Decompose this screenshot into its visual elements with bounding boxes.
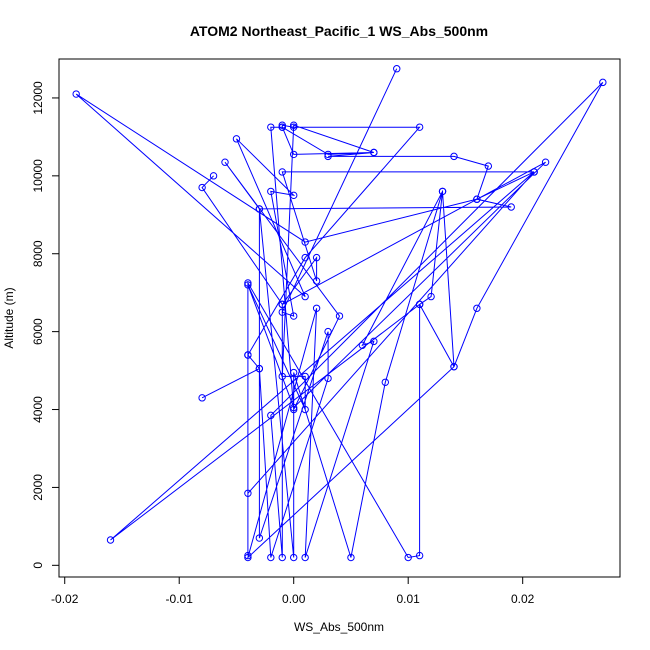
data-point [541,158,550,166]
y-tick-label: 4000 [31,396,45,423]
x-axis: -0.02 -0.01 0.00 0.01 0.02 [51,577,535,606]
data-point [198,183,206,192]
data-point [278,121,286,129]
data-point [301,405,309,414]
data-point [106,536,115,544]
series-layer [72,65,607,562]
data-point [255,534,264,542]
data-point [244,281,252,289]
data-point [301,292,309,301]
data-point [358,341,367,349]
data-point [415,300,424,309]
data-point [301,372,309,381]
data-point [244,351,252,359]
y-axis-label: Altitude (m) [2,287,16,348]
y-tick-label: 2000 [31,474,45,501]
data-point [244,279,252,287]
data-point [267,123,275,131]
data-point [290,368,298,377]
data-point [312,304,321,312]
data-point [290,121,298,129]
data-point [301,238,309,246]
y-tick-label: 12000 [31,81,45,115]
data-point [438,187,447,196]
data-point [267,553,275,562]
data-point [324,152,332,161]
data-point [473,195,481,203]
x-tick-label: 0.00 [282,592,306,606]
y-axis: 0 2000 4000 6000 8000 10000 12000 [31,81,59,569]
data-point [290,150,298,159]
data-point [267,187,275,196]
data-point [72,90,80,98]
x-tick-label: -0.01 [166,592,194,606]
data-point [278,168,286,176]
y-tick-label: 8000 [31,240,45,267]
data-point [312,277,321,285]
chart-title: ATOM2 Northeast_Pacific_1 WS_Abs_500nm [190,23,488,39]
data-point [244,489,252,497]
data-point [278,372,286,381]
data-point [255,205,264,213]
data-point [415,123,424,131]
x-tick-label: 0.02 [511,592,535,606]
data-point [530,168,538,176]
data-point [290,403,298,412]
data-point [427,292,435,301]
data-point [507,203,515,211]
data-point [232,135,241,143]
y-tick-label: 0 [31,562,45,569]
plot-frame [58,58,621,578]
data-point [473,304,481,312]
data-point [393,65,401,73]
data-point [324,374,332,383]
x-axis-label: WS_Abs_500nm [294,620,384,634]
data-point [301,253,309,262]
data-point [244,553,252,562]
data-point [370,148,378,157]
data-point [244,551,252,560]
data-point [198,394,206,402]
data-point [221,158,229,166]
data-point [278,123,286,131]
data-point [290,405,298,414]
data-point [301,553,309,562]
data-point [335,312,344,320]
data-point [312,253,321,262]
data-point [267,411,275,420]
data-point [278,308,286,316]
y-tick-label: 10000 [31,159,45,193]
data-point [290,312,298,320]
data-point [347,553,355,562]
data-point [370,337,378,346]
data-point [450,152,458,161]
data-point [381,378,389,386]
data-point [599,78,607,87]
x-tick-label: 0.01 [397,592,421,606]
data-point [404,553,412,562]
data-point [290,553,298,562]
data-point [278,300,286,309]
y-tick-label: 6000 [31,318,45,345]
data-point [255,364,264,373]
data-point [450,362,458,371]
data-point [278,553,286,562]
data-point [209,172,218,180]
data-point [290,191,298,200]
series-line [75,68,604,560]
data-point [484,162,493,170]
x-tick-label: -0.02 [51,592,79,606]
data-point [324,150,332,159]
data-point [415,551,424,560]
data-point [290,123,298,131]
data-point [324,327,332,336]
